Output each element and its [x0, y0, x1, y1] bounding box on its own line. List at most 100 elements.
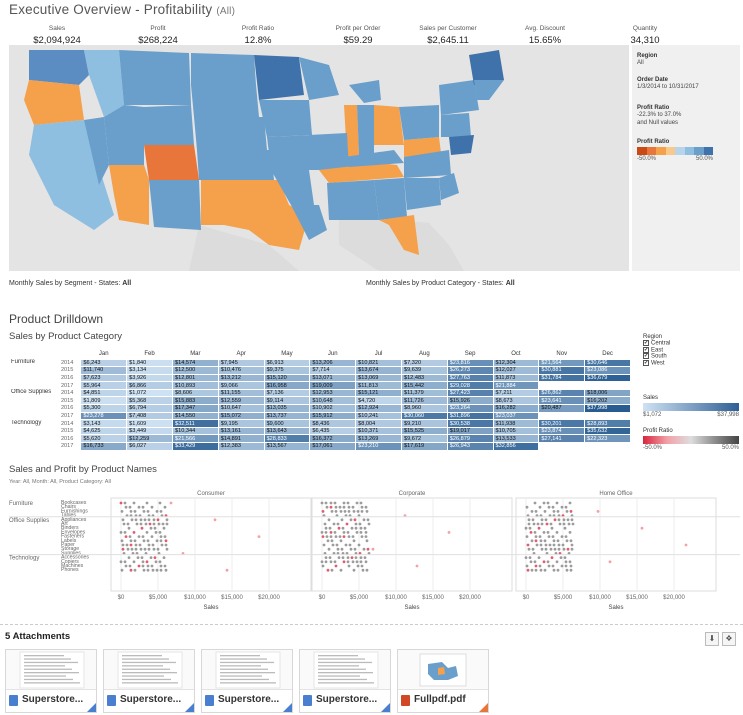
scatter-point[interactable]	[569, 568, 573, 572]
scatter-point[interactable]	[353, 547, 357, 551]
scatter-point[interactable]	[355, 501, 359, 505]
scatter-point[interactable]	[327, 518, 331, 522]
scatter-point[interactable]	[121, 543, 125, 547]
scatter-point[interactable]	[359, 556, 363, 559]
heatmap-cell[interactable]: $12,483	[400, 373, 448, 383]
heatmap-cell[interactable]: $3,143	[80, 419, 128, 428]
heatmap-cell[interactable]: $23,264	[446, 404, 494, 413]
scatter-point[interactable]	[336, 522, 340, 526]
scatter-point[interactable]	[528, 526, 532, 530]
scatter-point[interactable]	[346, 501, 350, 505]
heatmap-cell[interactable]	[585, 382, 631, 390]
heatmap-cell[interactable]: $17,347	[171, 404, 219, 413]
heatmap-cell[interactable]: $21,564	[538, 358, 586, 368]
heatmap-cell[interactable]: $26,943	[446, 442, 494, 451]
scatter-point[interactable]	[570, 514, 574, 517]
scatter-point[interactable]	[562, 522, 566, 526]
scatter-point[interactable]	[147, 518, 151, 522]
scatter-point[interactable]	[347, 535, 351, 538]
scatter-point[interactable]	[329, 535, 333, 538]
heatmap-cell[interactable]: $4,625	[80, 426, 128, 436]
heatmap-cell[interactable]: $15,121	[355, 388, 402, 398]
heatmap-cell[interactable]: $12,559	[217, 396, 265, 406]
heatmap-cell[interactable]	[539, 443, 585, 451]
heatmap-cell[interactable]: $32,856	[492, 442, 540, 451]
heatmap-cell[interactable]: $35,632	[584, 426, 631, 436]
scatter-point[interactable]	[560, 535, 564, 538]
scatter-point[interactable]	[156, 518, 160, 522]
scatter-point[interactable]	[552, 543, 556, 547]
scatter-point[interactable]	[129, 510, 133, 513]
scatter-point[interactable]	[534, 535, 538, 538]
scatter-point[interactable]	[164, 543, 168, 547]
scatter-point[interactable]	[123, 531, 127, 534]
heatmap-cell[interactable]: $15,072	[217, 411, 265, 421]
scatter-point[interactable]	[548, 514, 552, 517]
scatter-point[interactable]	[364, 505, 368, 509]
scatter-point[interactable]	[165, 518, 169, 522]
heatmap-cell[interactable]: $28,893	[584, 419, 631, 428]
scatter-point[interactable]	[365, 539, 369, 543]
heatmap-cell[interactable]: $17,061	[309, 442, 357, 451]
attachment-5[interactable]: Fullpdf.pdf	[397, 649, 489, 713]
scatter-point[interactable]	[146, 568, 150, 572]
scatter-point[interactable]	[532, 522, 536, 526]
scatter-point[interactable]	[354, 522, 358, 526]
scatter-point[interactable]	[552, 510, 556, 513]
scatter-point[interactable]	[545, 552, 549, 555]
scatter-point[interactable]	[151, 568, 155, 572]
scatter-point[interactable]	[135, 552, 139, 555]
scatter-point[interactable]	[146, 539, 150, 543]
scatter-point[interactable]	[165, 547, 169, 551]
scatter-point[interactable]	[125, 514, 129, 517]
scatter-point[interactable]	[338, 505, 342, 509]
scatter-point[interactable]	[159, 568, 163, 572]
heatmap-cell[interactable]: $30,060	[400, 411, 448, 421]
scatter-point[interactable]	[334, 564, 338, 568]
heatmap-cell[interactable]: $12,304	[492, 358, 540, 368]
scatter-point[interactable]	[332, 552, 336, 555]
scatter-point[interactable]	[324, 501, 328, 505]
scatter-point[interactable]	[415, 564, 419, 568]
scatter-point[interactable]	[357, 514, 361, 517]
scatter-point[interactable]	[550, 556, 554, 559]
scatter-point[interactable]	[332, 522, 336, 526]
scatter-point[interactable]	[539, 568, 543, 572]
heatmap-cell[interactable]: $23,641	[538, 396, 586, 406]
heatmap-cell[interactable]: $13,212	[217, 373, 265, 383]
attachment-3[interactable]: Superstore...	[201, 649, 293, 713]
scatter-point[interactable]	[135, 522, 139, 526]
scatter-point[interactable]	[162, 526, 166, 530]
scatter-point[interactable]	[549, 547, 553, 551]
scatter-point[interactable]	[324, 531, 328, 534]
scatter-point[interactable]	[366, 547, 370, 551]
scatter-point[interactable]	[133, 568, 137, 572]
scatter-point[interactable]	[158, 501, 162, 505]
scatter-point[interactable]	[539, 514, 543, 517]
scatter-point[interactable]	[329, 505, 333, 509]
scatter-point[interactable]	[561, 543, 565, 547]
scatter-point[interactable]	[140, 526, 144, 530]
scatter-point[interactable]	[569, 539, 573, 543]
scatter-point[interactable]	[159, 564, 163, 568]
scatter-point[interactable]	[123, 560, 127, 564]
scatter-point[interactable]	[527, 518, 531, 522]
scatter-point[interactable]	[137, 505, 141, 509]
scatter-point[interactable]	[147, 547, 151, 551]
heatmap-cell[interactable]: $18,006	[584, 388, 631, 398]
scatter-point[interactable]	[132, 501, 136, 505]
scatter-point[interactable]	[145, 531, 149, 534]
scatter-point[interactable]	[164, 568, 168, 572]
scatter-point[interactable]	[547, 564, 551, 568]
scatter-point[interactable]	[352, 568, 356, 572]
scatter-point[interactable]	[119, 560, 123, 564]
scatter-point[interactable]	[326, 539, 330, 543]
scatter-point[interactable]	[535, 543, 539, 547]
scatter-point[interactable]	[531, 547, 535, 551]
heatmap-cell[interactable]: $23,874	[538, 426, 586, 436]
scatter-point[interactable]	[553, 547, 557, 551]
scatter-point[interactable]	[358, 552, 362, 555]
scatter-point[interactable]	[134, 514, 138, 517]
scatter-point[interactable]	[146, 564, 150, 568]
heatmap-cell[interactable]: $30,538	[446, 419, 494, 428]
